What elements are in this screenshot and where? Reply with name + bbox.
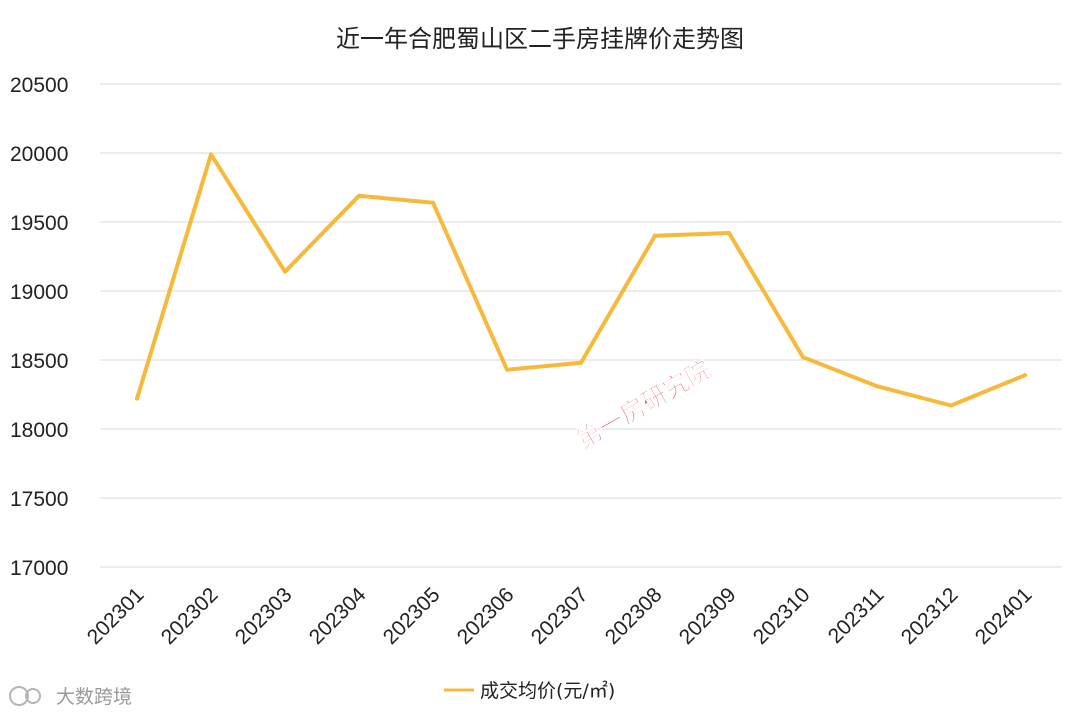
x-tick-label: 202311 bbox=[824, 583, 889, 648]
data-point bbox=[357, 193, 361, 198]
legend: 成交均价(元/㎡) bbox=[444, 679, 615, 702]
x-tick-label: 202303 bbox=[231, 583, 297, 649]
y-tick-label: 17000 bbox=[10, 557, 68, 580]
data-point bbox=[431, 200, 435, 205]
center-watermark: 第一房研究院 bbox=[571, 354, 716, 455]
data-point bbox=[875, 384, 879, 389]
data-point bbox=[135, 396, 139, 401]
x-tick-label: 202307 bbox=[527, 583, 593, 649]
y-tick-label: 19500 bbox=[10, 212, 68, 235]
x-tick-label: 202305 bbox=[379, 583, 445, 649]
x-tick-label: 202401 bbox=[971, 583, 1037, 649]
y-axis-ticks: 17000 17500 18000 18500 19000 19500 20000 20500 bbox=[10, 74, 68, 580]
x-tick-label: 202304 bbox=[305, 583, 371, 649]
x-axis-ticks: 202301 202302 202303 202304 202305 202306 2023… bbox=[83, 583, 1037, 649]
y-tick-label: 20500 bbox=[10, 74, 68, 97]
data-point bbox=[949, 403, 953, 408]
x-tick-label: 202306 bbox=[453, 583, 519, 649]
series-layer bbox=[135, 152, 1027, 408]
data-point bbox=[579, 360, 583, 365]
y-tick-label: 18500 bbox=[10, 350, 68, 373]
x-tick-label: 202310 bbox=[749, 583, 815, 649]
data-point bbox=[505, 367, 509, 372]
y-tick-label: 18000 bbox=[10, 419, 68, 442]
y-tick-label: 20000 bbox=[10, 143, 68, 166]
data-point bbox=[653, 233, 657, 238]
legend-label: 成交均价(元/㎡) bbox=[480, 679, 615, 702]
data-point bbox=[801, 355, 805, 360]
corner-watermark-text: 大数跨境 bbox=[56, 686, 132, 708]
data-point bbox=[727, 231, 731, 236]
x-tick-label: 202301 bbox=[83, 583, 149, 649]
series-line bbox=[135, 152, 1027, 408]
data-point bbox=[209, 152, 213, 157]
data-point bbox=[1023, 373, 1027, 378]
gridlines bbox=[100, 83, 1062, 568]
watermark-text: 第一房研究院 bbox=[572, 355, 716, 455]
y-tick-label: 17500 bbox=[10, 488, 68, 511]
chart-title: 近一年合肥蜀山区二手房挂牌价走势图 bbox=[336, 25, 744, 53]
x-tick-label: 202308 bbox=[601, 583, 667, 649]
y-tick-label: 19000 bbox=[10, 281, 68, 304]
data-point bbox=[283, 269, 287, 274]
brand-logo-icon bbox=[9, 686, 41, 706]
x-tick-label: 202312 bbox=[897, 583, 963, 649]
corner-watermark: 大数跨境 bbox=[9, 686, 132, 708]
x-tick-label: 202309 bbox=[675, 583, 741, 649]
x-tick-label: 202302 bbox=[157, 583, 223, 649]
